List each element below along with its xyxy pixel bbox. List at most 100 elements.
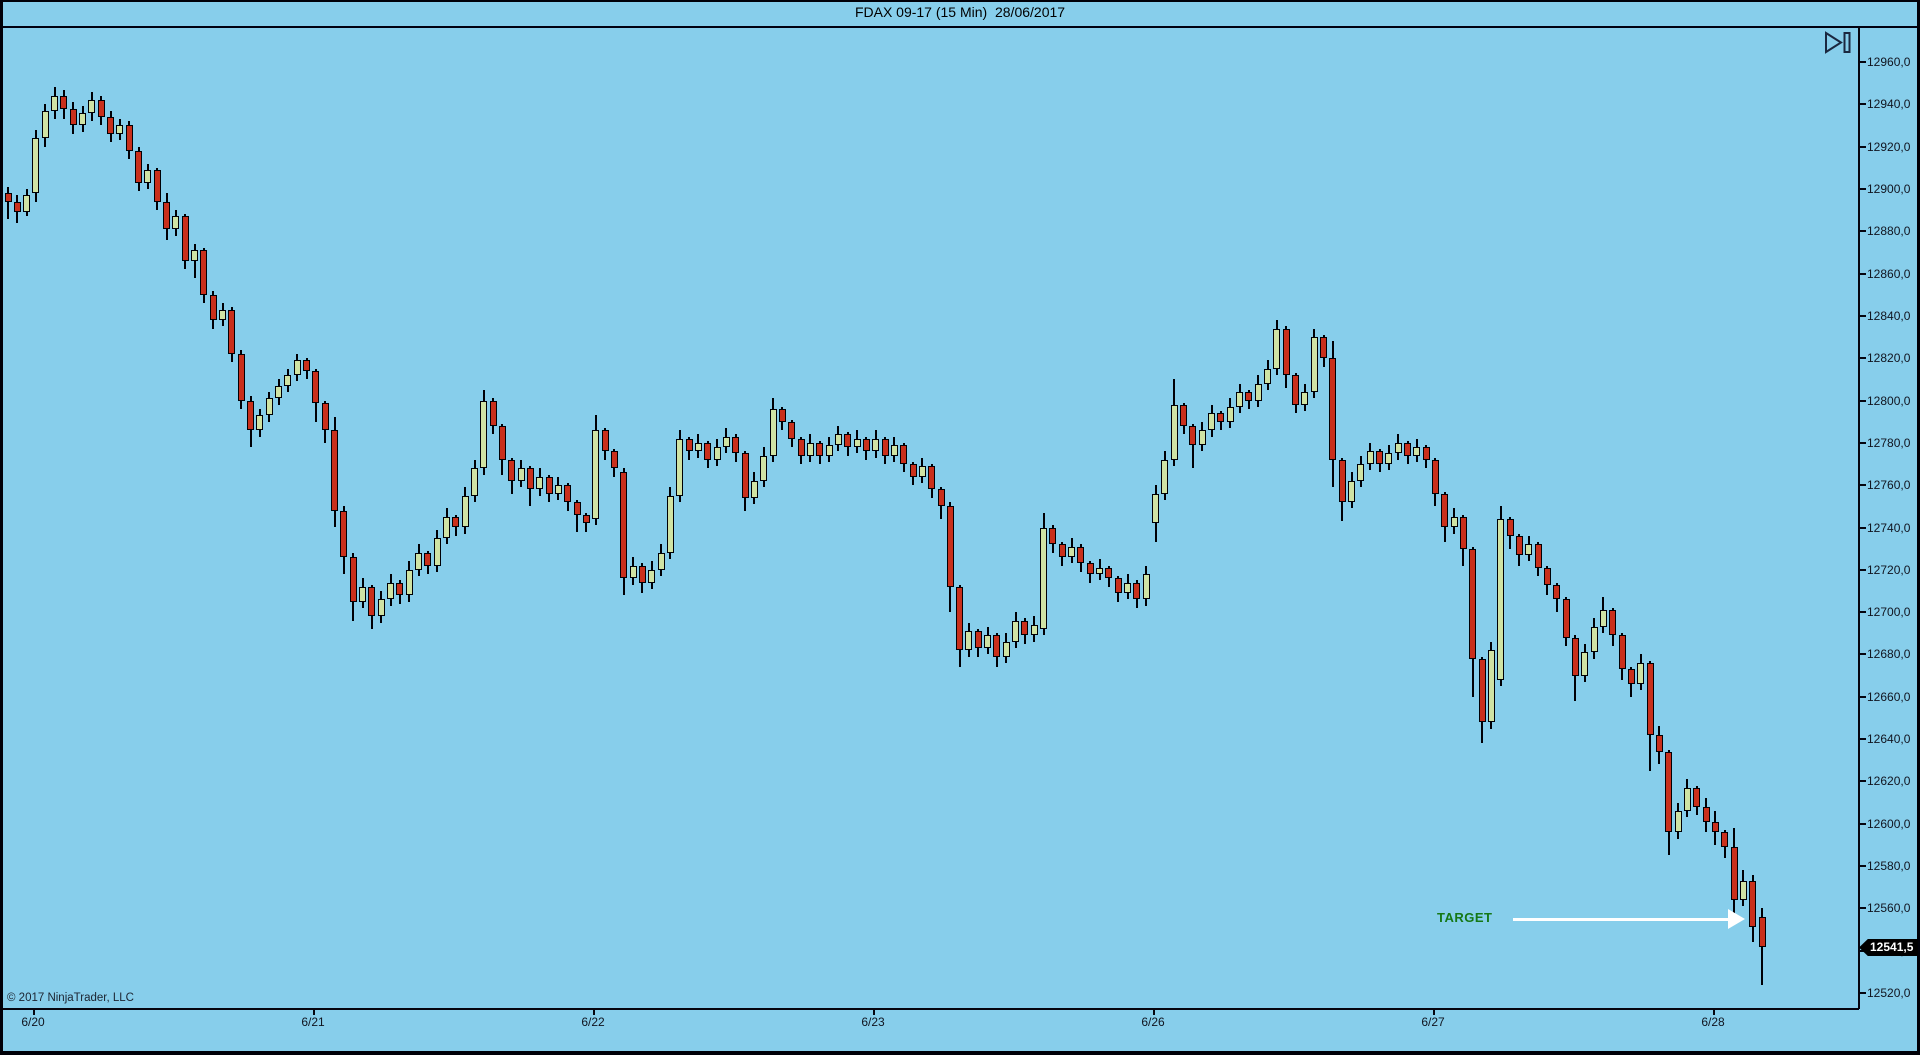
candle-down (69, 108, 77, 126)
candle-down (1553, 584, 1561, 600)
candle-down (1758, 916, 1766, 948)
target-arrow[interactable] (1513, 918, 1729, 921)
candle-down (946, 506, 954, 587)
candle-up (1487, 650, 1495, 723)
candle-down (181, 216, 189, 261)
price-tick-label: 12840,0 (1867, 308, 1911, 323)
price-tick (1860, 272, 1866, 275)
candle-up (825, 444, 833, 456)
candle-down (4, 193, 12, 202)
price-tick-label: 12920,0 (1867, 139, 1911, 154)
price-tick-label: 12880,0 (1867, 224, 1911, 239)
candle-down (312, 370, 320, 403)
candle-down (1338, 459, 1346, 503)
frame-top (0, 0, 1920, 2)
candle-down (1404, 442, 1411, 456)
candle-down (1646, 662, 1654, 735)
candle-up (219, 309, 227, 321)
candle-down (610, 451, 618, 469)
candle-down (1086, 563, 1094, 575)
candle-down (200, 250, 208, 295)
candle-up (88, 100, 96, 113)
candle-down (107, 117, 115, 134)
candle-up (890, 444, 898, 456)
candle-up (293, 360, 301, 376)
candle-down (396, 582, 404, 596)
candle-up (415, 552, 423, 570)
price-tick-label: 12680,0 (1867, 647, 1911, 662)
candle-down (956, 586, 964, 651)
price-tick-label: 12720,0 (1867, 562, 1911, 577)
price-tick (1860, 230, 1866, 233)
candle-down (1693, 787, 1701, 807)
candle-down (163, 201, 171, 230)
time-axis-line (3, 1008, 1859, 1010)
candle-up (443, 516, 450, 539)
candle-down (1562, 599, 1570, 638)
candle-down (489, 400, 497, 426)
candle-up (694, 442, 702, 452)
target-annotation-label[interactable]: TARGET (1437, 910, 1493, 925)
candle-down (1515, 535, 1523, 555)
candle-up (1264, 368, 1272, 384)
candle-up (713, 447, 721, 460)
candle-up (41, 110, 49, 139)
candle-up (1683, 787, 1691, 812)
candle-down (1422, 447, 1430, 460)
candle-down (1571, 637, 1579, 676)
candle-up (79, 112, 87, 126)
price-tick-label: 12700,0 (1867, 605, 1911, 620)
price-tick (1860, 992, 1866, 994)
candle-down (237, 353, 245, 401)
date-tick (1433, 1009, 1435, 1015)
candle-down (601, 430, 609, 452)
frame-right (1917, 0, 1920, 1055)
candle-up (1301, 392, 1309, 405)
candle-down (816, 442, 824, 456)
candle-up (1590, 626, 1598, 653)
candle-down (1077, 546, 1085, 564)
price-chart[interactable] (3, 28, 1858, 1008)
date-tick-label: 6/23 (861, 1015, 885, 1029)
price-tick (1860, 314, 1866, 317)
candle-up (1161, 459, 1169, 494)
candle-down (1245, 392, 1253, 401)
candle-up (1394, 442, 1402, 454)
candle-down (1049, 527, 1057, 545)
candle-up (1096, 567, 1104, 575)
target-arrow-head-icon[interactable] (1728, 909, 1745, 929)
price-tick (1860, 653, 1866, 656)
candle-down (1618, 635, 1626, 670)
date-tick (313, 1009, 315, 1015)
price-tick (1860, 103, 1866, 106)
candle-down (1534, 544, 1542, 568)
price-tick-label: 12780,0 (1867, 435, 1911, 450)
candle-up (1599, 610, 1607, 627)
candle-down (60, 95, 68, 109)
candle-up (657, 552, 665, 570)
candle-up (806, 442, 814, 456)
skip-to-end-icon[interactable] (1823, 30, 1853, 61)
candle-up (284, 375, 292, 386)
candle-down (247, 400, 255, 431)
candle-down (974, 631, 982, 649)
candle-down (1021, 620, 1029, 636)
candle-up (1208, 413, 1216, 431)
candle-up (405, 569, 413, 596)
candle-down (1329, 358, 1337, 460)
candle-up (918, 466, 926, 477)
last-price-badge: 12541,5 (1859, 939, 1918, 956)
candle-down (741, 453, 749, 498)
price-tick (1860, 568, 1866, 571)
candle-down (135, 150, 143, 183)
candle-down (1441, 493, 1449, 528)
date-tick (873, 1009, 875, 1015)
candle-up (471, 468, 478, 496)
candle-down (1711, 821, 1719, 833)
price-tick (1860, 695, 1866, 698)
price-tick (1860, 187, 1866, 190)
candle-up (1170, 404, 1178, 460)
candle-up (1637, 662, 1645, 685)
candle-down (1133, 582, 1141, 600)
candle-down (1114, 578, 1122, 594)
